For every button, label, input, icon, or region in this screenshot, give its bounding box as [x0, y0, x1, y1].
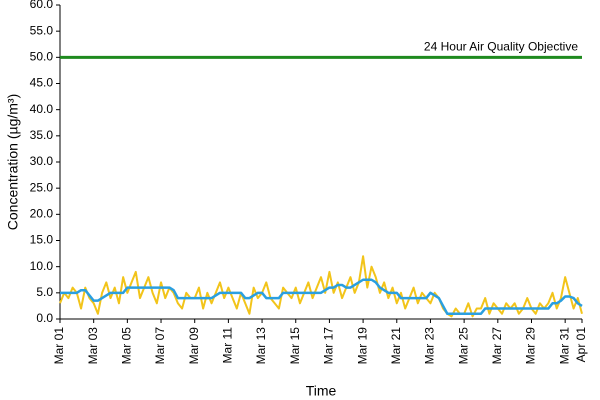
x-tick-label: Mar 03 [86, 327, 100, 365]
y-tick-label: 40.0 [30, 102, 54, 116]
y-tick-label: 10.0 [30, 259, 54, 273]
x-tick-label: Apr 01 [574, 327, 588, 363]
x-tick-label: Mar 31 [557, 327, 571, 365]
x-tick-label: Mar 13 [254, 327, 268, 365]
x-tick-label: Mar 21 [389, 327, 403, 365]
x-tick-label: Mar 25 [456, 327, 470, 365]
x-tick-label: Mar 01 [52, 327, 66, 365]
y-tick-label: 35.0 [30, 128, 54, 142]
y-tick-label: 5.0 [36, 285, 53, 299]
series-line [60, 278, 583, 316]
series-line [59, 255, 583, 318]
x-tick-label: Mar 05 [120, 327, 134, 365]
y-tick-label: 50.0 [30, 50, 54, 64]
y-tick-label: 30.0 [30, 154, 54, 168]
x-tick-label: Mar 17 [322, 327, 336, 365]
objective-label: 24 Hour Air Quality Objective [424, 40, 578, 54]
y-tick-label: 60.0 [30, 0, 54, 11]
y-tick-label: 55.0 [30, 23, 54, 37]
y-tick-label: 15.0 [30, 233, 54, 247]
y-tick-label: 0.0 [36, 311, 53, 325]
y-tick-label: 20.0 [30, 207, 54, 221]
x-tick-label: Mar 27 [490, 327, 504, 365]
x-axis-label: Time [306, 383, 337, 399]
y-tick-label: 25.0 [30, 180, 54, 194]
y-tick-label: 45.0 [30, 76, 54, 90]
x-tick-label: Mar 29 [524, 327, 538, 365]
y-axis-label: Concentration (µg/m³) [5, 94, 21, 230]
x-tick-label: Mar 15 [288, 327, 302, 365]
x-tick-label: Mar 11 [221, 327, 235, 364]
x-tick-label: Mar 19 [355, 327, 369, 365]
x-tick-label: Mar 09 [187, 327, 201, 365]
x-tick-label: Mar 23 [423, 327, 437, 365]
x-tick-label: Mar 07 [153, 327, 167, 365]
